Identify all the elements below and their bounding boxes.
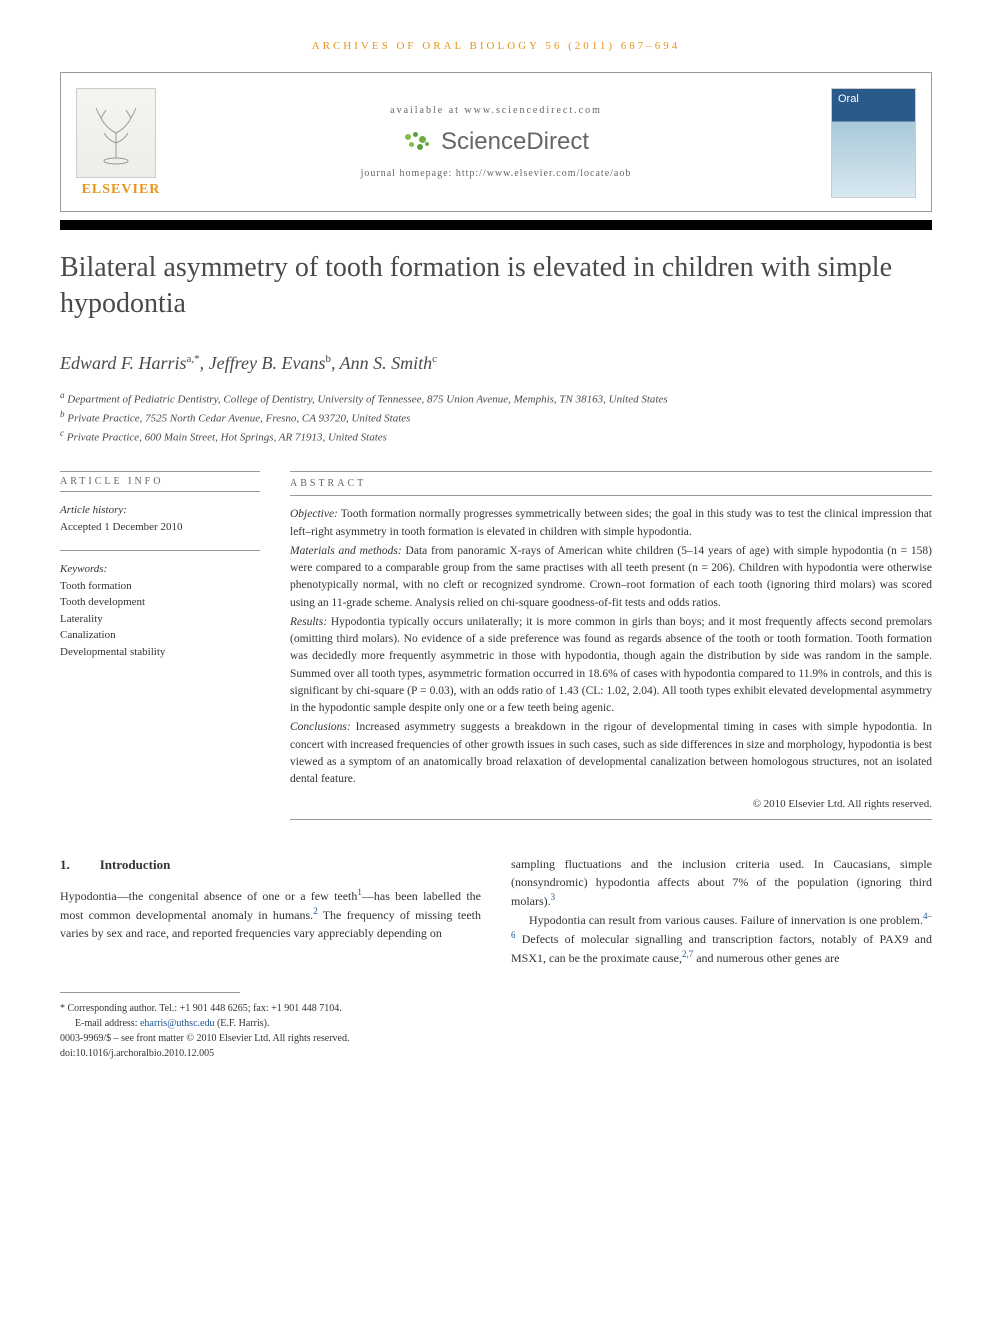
citation-ref[interactable]: 2,7 bbox=[682, 949, 693, 959]
keywords-label: Keywords: bbox=[60, 561, 260, 578]
keyword: Tooth development bbox=[60, 594, 260, 611]
section-heading: 1.Introduction bbox=[60, 855, 481, 875]
author: Ann S. Smithc bbox=[340, 353, 437, 373]
article-info-header: ARTICLE INFO bbox=[60, 471, 260, 492]
email-link[interactable]: eharris@uthsc.edu bbox=[140, 1018, 214, 1029]
elsevier-label: ELSEVIER bbox=[76, 182, 166, 198]
journal-reference: ARCHIVES OF ORAL BIOLOGY 56 (2011) 687–6… bbox=[60, 40, 932, 52]
sciencedirect-dots-icon bbox=[403, 130, 433, 154]
abstract-results: Results: Hypodontia typically occurs uni… bbox=[290, 614, 932, 718]
footer: * Corresponding author. Tel.: +1 901 448… bbox=[60, 1001, 932, 1061]
citation-ref[interactable]: 3 bbox=[551, 892, 556, 902]
body-paragraph: sampling fluctuations and the inclusion … bbox=[511, 855, 932, 910]
abstract-methods: Materials and methods: Data from panoram… bbox=[290, 543, 932, 612]
elsevier-tree-icon bbox=[76, 88, 156, 178]
journal-homepage-text: journal homepage: http://www.elsevier.co… bbox=[361, 168, 632, 179]
corresponding-author: * Corresponding author. Tel.: +1 901 448… bbox=[60, 1001, 932, 1016]
affiliations: a Department of Pediatric Dentistry, Col… bbox=[60, 389, 932, 446]
sciencedirect-text: ScienceDirect bbox=[441, 128, 589, 156]
footer-separator bbox=[60, 992, 240, 993]
abstract-copyright: © 2010 Elsevier Ltd. All rights reserved… bbox=[290, 796, 932, 813]
article-history-date: Accepted 1 December 2010 bbox=[60, 519, 260, 536]
affiliation: b Private Practice, 7525 North Cedar Ave… bbox=[60, 408, 932, 427]
info-divider bbox=[60, 550, 260, 551]
journal-cover-title: Oral bbox=[832, 89, 915, 109]
doi: doi:10.1016/j.archoralbio.2010.12.005 bbox=[60, 1046, 932, 1061]
abstract-header: ABSTRACT bbox=[290, 471, 932, 496]
issn-copyright: 0003-9969/$ – see front matter © 2010 El… bbox=[60, 1031, 932, 1046]
corresponding-email: E-mail address: eharris@uthsc.edu (E.F. … bbox=[60, 1016, 932, 1031]
body-paragraph: Hypodontia—the congenital absence of one… bbox=[60, 886, 481, 942]
article-history-label: Article history: bbox=[60, 502, 260, 519]
body-text: 1.Introduction Hypodontia—the congenital… bbox=[60, 855, 932, 967]
header-banner: ELSEVIER available at www.sciencedirect.… bbox=[60, 72, 932, 212]
sciencedirect-logo: ScienceDirect bbox=[361, 128, 632, 156]
abstract-bottom-rule bbox=[290, 819, 932, 820]
abstract-panel: ABSTRACT Objective: Tooth formation norm… bbox=[290, 471, 932, 820]
elsevier-logo: ELSEVIER bbox=[76, 88, 166, 198]
author: Jeffrey B. Evansb bbox=[209, 353, 331, 373]
keyword: Canalization bbox=[60, 627, 260, 644]
keyword: Laterality bbox=[60, 611, 260, 628]
affiliation: c Private Practice, 600 Main Street, Hot… bbox=[60, 427, 932, 446]
keyword: Tooth formation bbox=[60, 578, 260, 595]
affiliation: a Department of Pediatric Dentistry, Col… bbox=[60, 389, 932, 408]
available-at-text: available at www.sciencedirect.com bbox=[361, 105, 632, 116]
author: Edward F. Harrisa,* bbox=[60, 353, 200, 373]
body-paragraph: Hypodontia can result from various cause… bbox=[511, 910, 932, 967]
author-list: Edward F. Harrisa,*, Jeffrey B. Evansb, … bbox=[60, 353, 932, 374]
title-separator-bar bbox=[60, 220, 932, 230]
body-column-right: sampling fluctuations and the inclusion … bbox=[511, 855, 932, 967]
abstract-conclusions: Conclusions: Increased asymmetry suggest… bbox=[290, 719, 932, 788]
keywords-list: Tooth formation Tooth development Latera… bbox=[60, 578, 260, 661]
body-column-left: 1.Introduction Hypodontia—the congenital… bbox=[60, 855, 481, 967]
journal-cover-thumbnail: Oral bbox=[831, 88, 916, 198]
article-title: Bilateral asymmetry of tooth formation i… bbox=[60, 250, 932, 323]
article-info-panel: ARTICLE INFO Article history: Accepted 1… bbox=[60, 471, 260, 820]
abstract-objective: Objective: Tooth formation normally prog… bbox=[290, 506, 932, 541]
keyword: Developmental stability bbox=[60, 644, 260, 661]
